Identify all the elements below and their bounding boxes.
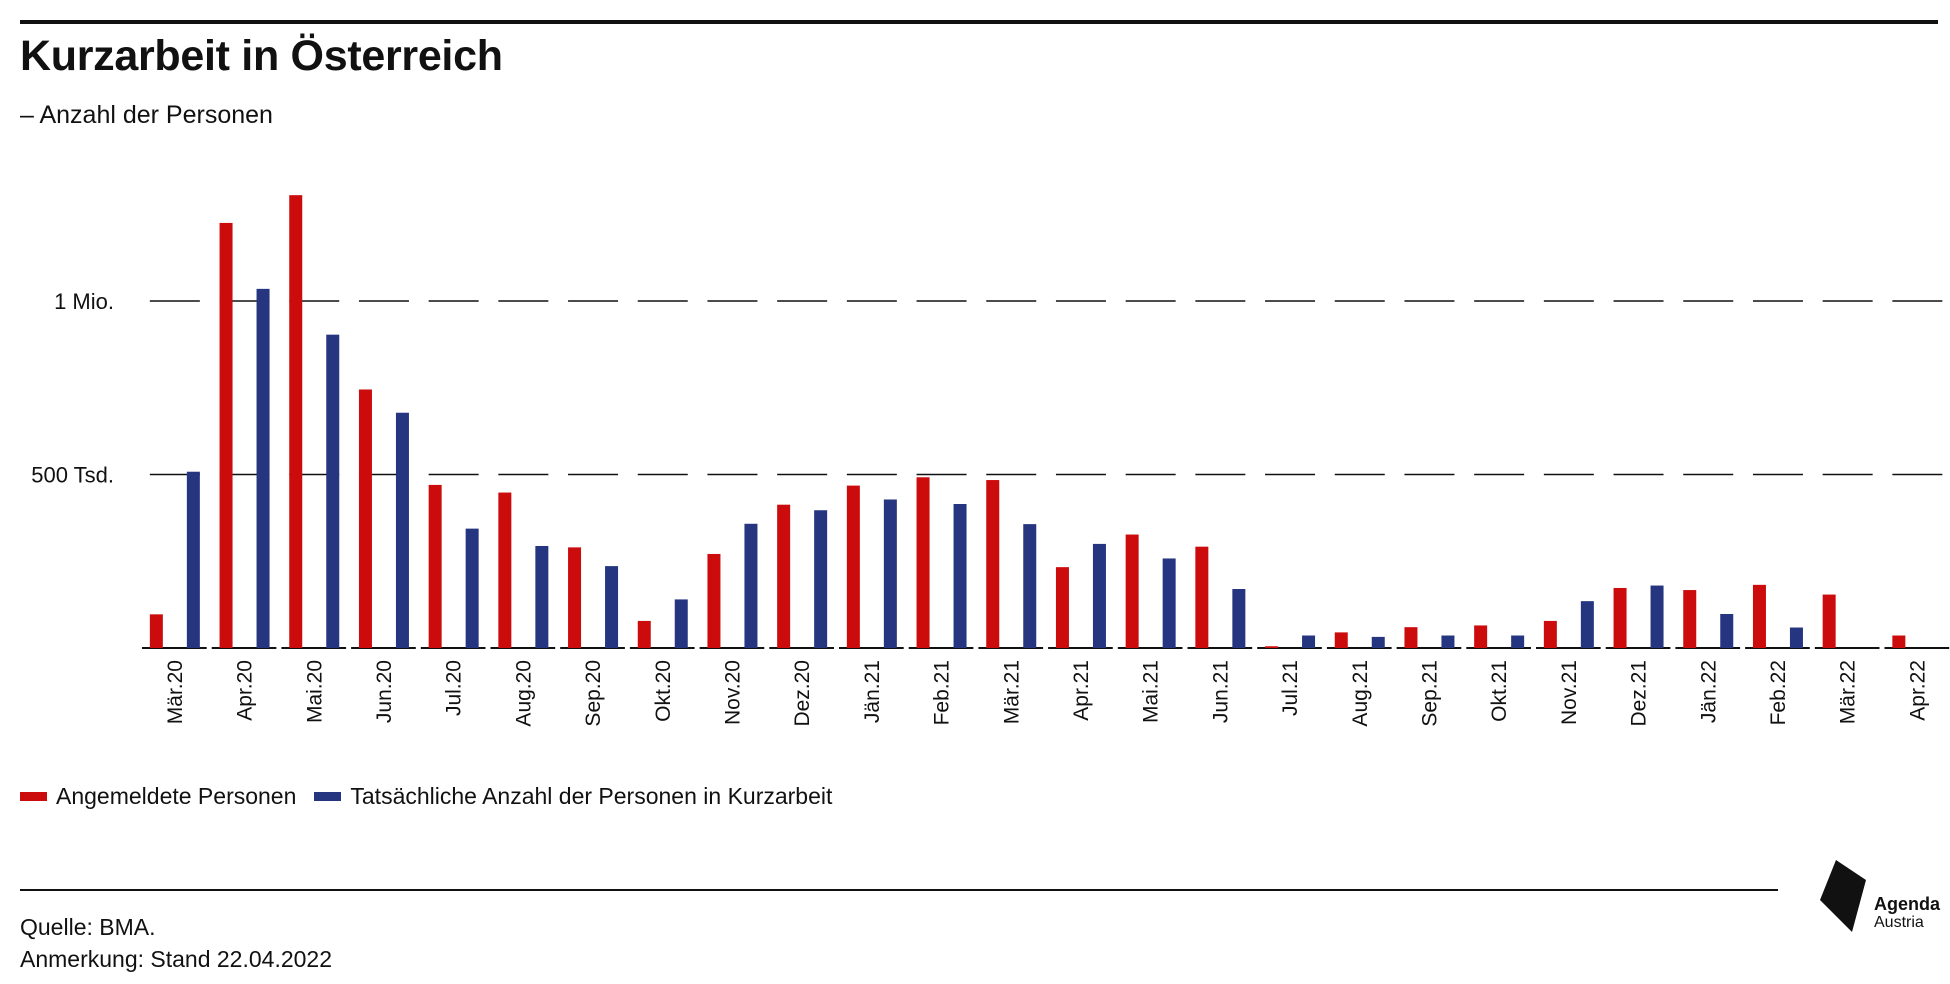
y-tick-label: 500 Tsd. [31,463,114,488]
bar-registered [149,614,163,648]
bar-registered [637,620,651,648]
bar-actual [1371,636,1385,648]
bar-registered [846,485,860,648]
bar-registered [358,389,372,648]
bar-actual [465,528,479,648]
bar-actual [186,471,200,648]
x-tick-label: Sep.20 [582,660,605,727]
bar-actual [1511,635,1525,648]
x-tick-label: Mär.21 [1000,660,1023,724]
bar-actual [395,412,409,648]
x-tick-label: Dez.20 [791,660,814,727]
bar-registered [707,553,721,648]
bar-actual [535,545,549,648]
x-tick-label: Mär.22 [1837,660,1860,724]
bar-registered [219,222,233,649]
x-tick-label: Jun.21 [1209,660,1232,723]
x-tick-label: Aug.20 [512,660,535,727]
source-note: Quelle: BMA. Anmerkung: Stand 22.04.2022 [20,911,332,975]
x-tick-label: Sep.21 [1418,660,1441,727]
bar-actual [1232,589,1246,648]
x-tick-label: Mär.20 [164,660,187,724]
bar-actual [744,523,758,648]
bottom-rule [20,889,1778,891]
bar-actual [1789,627,1803,648]
bar-actual [1302,635,1316,648]
top-rule [20,20,1938,24]
bar-registered [1265,646,1279,648]
x-tick-label: Nov.20 [721,660,744,725]
bar-actual [953,503,967,648]
y-tick-label: 1 Mio. [54,289,114,314]
bar-actual [674,599,688,648]
x-tick-label: Apr.20 [234,660,257,721]
bar-registered [1683,590,1697,648]
bar-actual [1162,558,1176,648]
x-tick-label: Jän.21 [861,660,884,723]
bar-registered [777,504,791,648]
bar-actual [326,334,340,648]
bar-actual [1720,613,1734,648]
bar-registered [916,477,930,648]
x-tick-label: Jän.22 [1697,660,1720,723]
x-tick-label: Okt.21 [1488,660,1511,722]
x-tick-label: Jul.20 [443,660,466,716]
x-tick-label: Nov.21 [1558,660,1581,725]
bar-registered [428,484,442,648]
bar-registered [1125,534,1139,648]
x-tick-label: Feb.22 [1767,660,1790,725]
x-tick-label: Okt.20 [652,660,675,722]
bar-actual [814,510,828,648]
bar-registered [1404,627,1418,648]
chart-title: Kurzarbeit in Österreich [20,32,503,80]
bar-registered [568,547,582,648]
logo-sub: Austria [1874,914,1924,931]
x-tick-label: Apr.21 [1070,660,1093,721]
x-tick-label: Jul.21 [1279,660,1302,716]
legend-label-registered: Angemeldete Personen [56,783,297,809]
x-tick-label: Aug.21 [1349,660,1372,727]
bar-registered [289,195,303,649]
bar-registered [1543,620,1557,648]
bar-registered [1613,587,1627,648]
bar-registered [498,492,512,648]
bar-actual [1580,601,1594,648]
bar-chart: 500 Tsd. 1 Mio. Mär.20 Apr.20 Mai.20 Jun.20 Ju… [31,195,1950,727]
x-tick-label: Mai.21 [1140,660,1163,723]
legend: Angemeldete Personen Tatsächliche Anzahl… [20,783,850,810]
bar-actual [1023,524,1037,648]
x-tick-label: Feb.21 [931,660,954,725]
logo-mark-icon [1820,860,1866,932]
bar-registered [1752,584,1766,648]
bar-actual [1092,543,1106,648]
x-tick-label: Dez.21 [1628,660,1651,727]
bar-registered [986,480,1000,648]
logo-name: Agenda [1874,894,1941,914]
bar-actual [1650,585,1664,648]
bar-registered [1822,594,1836,648]
source-text: Quelle: BMA. [20,914,156,940]
chart-subtitle: – Anzahl der Personen [20,101,273,129]
x-tick-label: Mai.20 [303,660,326,723]
legend-item-actual: Tatsächliche Anzahl der Personen in Kurz… [314,783,832,810]
bar-registered [1195,546,1209,648]
legend-swatch-registered [20,792,47,801]
legend-swatch-actual [314,792,342,801]
x-tick-label: Jun.20 [373,660,396,723]
note-text: Anmerkung: Stand 22.04.2022 [20,946,333,972]
x-tick-label: Apr.22 [1906,660,1929,721]
bar-registered [1892,635,1906,648]
bar-actual [883,499,897,648]
legend-item-registered: Angemeldete Personen [20,783,296,810]
bar-registered [1055,567,1069,648]
bar-registered [1474,625,1488,648]
bar-actual [605,566,619,648]
bar-actual [1441,635,1455,648]
agenda-austria-logo: Agenda Austria [1818,858,1942,938]
legend-label-actual: Tatsächliche Anzahl der Personen in Kurz… [350,783,833,809]
bar-actual [256,288,270,648]
bar-registered [1334,632,1348,648]
